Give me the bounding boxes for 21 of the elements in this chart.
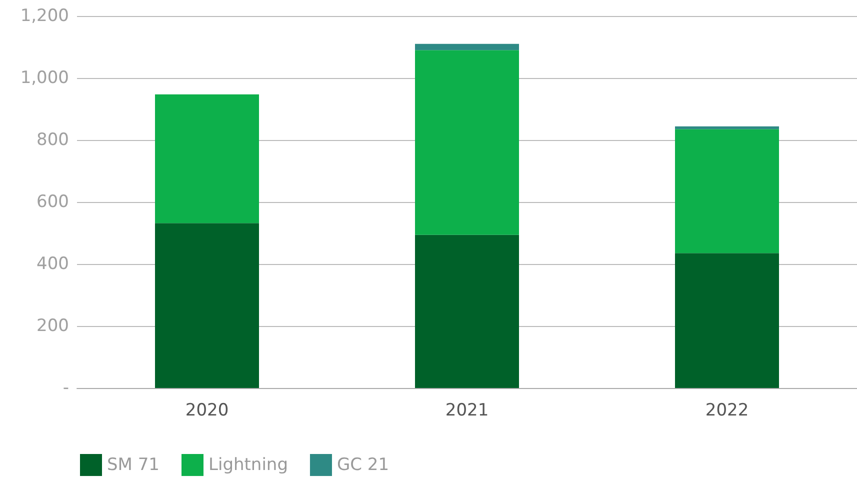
x-tick-label: 2022 [705,400,749,420]
bar [415,44,519,50]
bar [675,129,779,254]
legend-label: GC 21 [336,455,390,475]
y-tick-label: 1,000 [20,68,69,88]
y-tick-label: 600 [36,192,69,212]
y-tick-label: - [62,378,69,398]
y-tick-label: 400 [36,254,69,274]
bar [415,50,519,235]
x-tick-label: 2021 [445,400,489,420]
x-tick-label: 2020 [185,400,229,420]
legend-label: SM 71 [107,455,160,475]
y-tick-label: 800 [36,130,69,150]
bar [675,126,779,130]
bar [415,234,519,388]
bar [155,223,259,388]
y-tick-label: 200 [36,316,69,336]
y-tick-label: 1,200 [20,6,69,26]
bar [675,253,779,388]
bar [155,94,259,224]
legend-label: Lightning [208,455,288,475]
